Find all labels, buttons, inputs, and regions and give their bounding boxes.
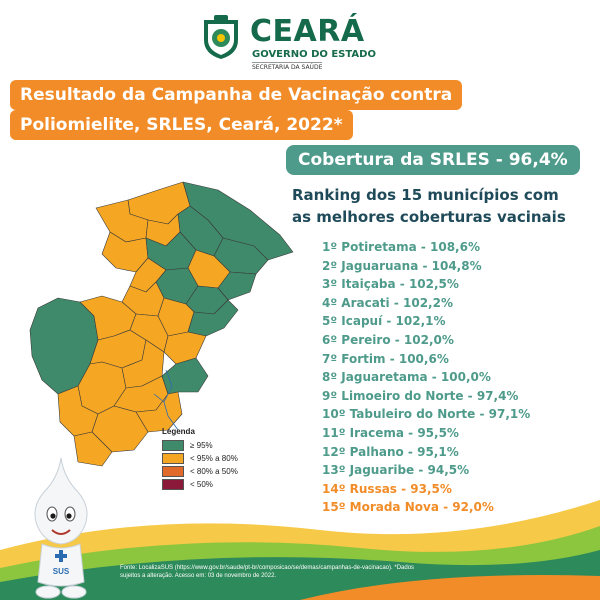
bottom-wave-decoration [0,500,600,600]
ranking-item: 11º Iracema - 95,5% [322,425,459,440]
ranking-item: 5º Icapuí - 102,1% [322,314,446,329]
source-line-1: Fonte: LocalizaSUS (https://www.gov.br/s… [120,565,415,571]
ceara-coat-of-arms-icon [204,15,238,59]
ranking-list: 1º Potiretama - 108,6% 2º Jaguaruana - 1… [322,238,530,517]
ranking-item: 12º Palhano - 95,1% [322,444,459,459]
brand-name: CEARÁ [250,14,365,49]
ranking-title: Ranking dos 15 municípios com as melhore… [292,184,566,228]
regional-map [29,181,294,467]
mascot-badge: SUS [53,567,70,576]
ranking-item: 3º Itaiçaba - 102,5% [322,277,459,292]
legend-swatch [162,479,184,490]
legend-swatch [162,466,184,477]
legend-label: ≥ 95% [190,441,213,450]
legend-item: ≥ 95% [162,439,238,452]
ranking-item: 1º Potiretama - 108,6% [322,240,480,254]
ranking-item: 9º Limoeiro do Norte - 97,4% [322,388,519,403]
ranking-title-line-1: Ranking dos 15 municípios com [292,186,559,204]
legend-label: < 95% a 80% [190,454,238,463]
ranking-item: 4º Aracati - 102,2% [322,295,453,310]
map-region [161,357,209,395]
map-legend: Legenda ≥ 95% < 95% a 80% < 80% a 50% < … [162,427,238,491]
ranking-title-line-2: as melhores coberturas vacinais [292,208,566,226]
ranking-item: 6º Pereiro - 102,0% [322,332,454,347]
title-line-2: Poliomielite, SRLES, Ceará, 2022* [10,110,353,140]
ze-gotinha-mascot-icon: SUS [34,457,88,599]
legend-label: < 50% [190,480,213,489]
ranking-item: 14º Russas - 93,5% [322,481,452,496]
legend-title: Legenda [162,427,195,436]
legend-label: < 80% a 50% [190,467,238,476]
map-region [163,331,207,365]
brand-subtitle: GOVERNO DO ESTADO [252,49,376,60]
ranking-item: 7º Fortim - 100,6% [322,351,449,366]
ranking-item: 10º Tabuleiro do Norte - 97,1% [322,407,531,422]
source-line-2: sujeitos a alteração. Acesso em: 03 de n… [120,573,277,579]
legend-item: < 50% [162,478,238,491]
map-region [73,431,113,467]
coverage-badge: Cobertura da SRLES - 96,4% [286,145,580,175]
legend-item: < 95% a 80% [162,452,238,465]
brand-secretaria: SECRETARIA DA SAÚDE [252,62,323,71]
legend-item: < 80% a 50% [162,465,238,478]
ranking-item: 15º Morada Nova - 92,0% [322,500,494,515]
source-footnote: Fonte: LocalizaSUS (https://www.gov.br/s… [120,564,560,580]
ranking-item: 13º Jaguaribe - 94,5% [322,463,470,478]
legend-swatch [162,440,184,451]
map-region [135,391,183,433]
ranking-item: 2º Jaguaruana - 104,8% [322,258,482,273]
ranking-item: 8º Jaguaretama - 100,0% [322,370,491,385]
title-line-1: Resultado da Campanha de Vacinação contr… [10,80,463,110]
legend-swatch [162,453,184,464]
